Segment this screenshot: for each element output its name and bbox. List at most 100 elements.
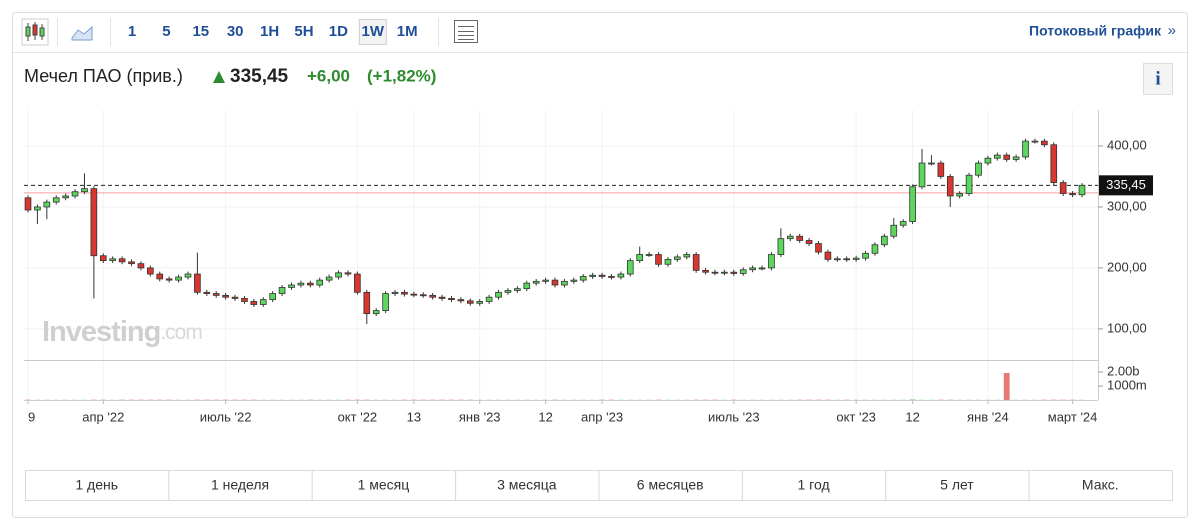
candle-body bbox=[664, 258, 672, 265]
range-label[interactable]: 5 лет bbox=[940, 477, 974, 493]
candle-body bbox=[1003, 154, 1011, 160]
y-tick-label: 100,00 bbox=[1107, 320, 1147, 335]
y-tick-label: 200,00 bbox=[1107, 259, 1147, 274]
range-label[interactable]: 1 неделя bbox=[211, 477, 269, 493]
stream-link[interactable]: Потоковый график bbox=[1029, 23, 1162, 39]
area-shape[interactable] bbox=[71, 25, 93, 41]
candle-body bbox=[43, 201, 51, 208]
x-tick-label: янв '24 bbox=[967, 409, 1009, 424]
candle-body bbox=[786, 235, 794, 240]
candle-body bbox=[184, 273, 192, 278]
x-tick-label: 13 bbox=[407, 409, 421, 424]
range-button[interactable] bbox=[1028, 470, 1173, 501]
candle-body bbox=[307, 282, 314, 286]
range-button[interactable] bbox=[598, 470, 743, 501]
candle-body bbox=[909, 186, 916, 222]
candle-body bbox=[90, 188, 98, 257]
candle-body bbox=[579, 276, 587, 281]
candle-body bbox=[918, 162, 926, 188]
range-label[interactable]: 6 месяцев bbox=[637, 477, 704, 493]
interval-button[interactable]: 1M bbox=[397, 23, 418, 40]
candle-body bbox=[335, 272, 342, 278]
candle-body bbox=[109, 258, 117, 262]
watermark: Investing.com bbox=[42, 316, 202, 348]
range-label[interactable]: 1 день bbox=[75, 477, 118, 493]
interval-button[interactable]: 1 bbox=[128, 23, 136, 40]
candle-body bbox=[419, 294, 427, 297]
candle-body bbox=[881, 235, 888, 246]
frame bbox=[12, 12, 1188, 518]
candle-body bbox=[965, 174, 973, 194]
icon-body bbox=[39, 27, 45, 37]
interval-button[interactable]: 5H bbox=[294, 23, 313, 40]
candle-body bbox=[1022, 140, 1029, 158]
candle-body bbox=[137, 263, 145, 269]
candle-body bbox=[683, 254, 691, 258]
x-tick-label: 12 bbox=[538, 409, 552, 424]
candle-body bbox=[523, 282, 531, 290]
candle-body bbox=[608, 276, 615, 278]
candle-body bbox=[212, 293, 220, 296]
candle-body bbox=[739, 269, 747, 274]
interval-button[interactable]: 1W bbox=[362, 23, 385, 40]
candle-body bbox=[156, 273, 164, 280]
interval-button[interactable]: 30 bbox=[227, 23, 244, 40]
candle-body bbox=[62, 195, 69, 199]
candle-body bbox=[777, 238, 785, 255]
candle-body bbox=[71, 191, 79, 197]
range-label[interactable]: 1 год bbox=[798, 477, 830, 493]
candle-body bbox=[871, 244, 879, 254]
candle-body bbox=[1050, 144, 1058, 183]
interval-selected[interactable] bbox=[358, 19, 387, 45]
candle-body bbox=[429, 294, 436, 298]
candle-body bbox=[1041, 140, 1048, 146]
x-tick-label: окт '22 bbox=[338, 409, 378, 424]
volume-bar bbox=[909, 399, 916, 400]
candle-body bbox=[975, 162, 982, 176]
range-label[interactable]: 1 месяц bbox=[358, 477, 410, 493]
range-label[interactable]: Макс. bbox=[1082, 477, 1119, 493]
volume-tick-label: 1000m bbox=[1107, 377, 1147, 392]
candle-body bbox=[241, 298, 248, 302]
candle-icon[interactable] bbox=[21, 18, 49, 46]
interval-button[interactable]: 15 bbox=[192, 23, 209, 40]
candle-body bbox=[532, 280, 540, 284]
candle-body bbox=[1012, 156, 1020, 160]
interval-button[interactable]: 5 bbox=[162, 23, 170, 40]
candle-body bbox=[118, 258, 126, 263]
candle-body bbox=[890, 224, 898, 237]
info-button[interactable] bbox=[1143, 63, 1173, 95]
info-label[interactable]: i bbox=[1155, 68, 1160, 89]
stream-arrow[interactable]: » bbox=[1168, 22, 1176, 39]
range-label[interactable]: 3 месяца bbox=[497, 477, 557, 493]
candle-body bbox=[768, 254, 775, 269]
candle-body bbox=[956, 193, 963, 197]
interval-button[interactable]: 1D bbox=[329, 23, 348, 40]
candle-body bbox=[194, 273, 201, 293]
last-price-label: 335,45 bbox=[1106, 177, 1146, 192]
candle-body bbox=[730, 271, 738, 274]
area-icon[interactable] bbox=[71, 25, 93, 41]
candle-body bbox=[928, 162, 935, 165]
candle-body bbox=[410, 293, 418, 296]
candle-body bbox=[316, 279, 324, 286]
range-button[interactable] bbox=[455, 470, 600, 501]
candle-body bbox=[52, 197, 60, 203]
candle-body bbox=[674, 256, 681, 260]
candle-body bbox=[1069, 193, 1076, 196]
interval-button[interactable]: 1H bbox=[260, 23, 279, 40]
range-button[interactable] bbox=[311, 470, 457, 501]
candle-body bbox=[589, 274, 596, 277]
table-icon[interactable] bbox=[454, 20, 478, 43]
x-tick-label: июль '23 bbox=[708, 409, 760, 424]
candle-body bbox=[165, 278, 173, 281]
change: +6,00 bbox=[307, 66, 350, 85]
range-button[interactable] bbox=[741, 470, 887, 501]
candle-body bbox=[626, 260, 634, 275]
range-button[interactable] bbox=[885, 470, 1030, 501]
watermark-domain: .com bbox=[160, 321, 202, 344]
candle-body bbox=[617, 273, 625, 278]
candle-body bbox=[834, 258, 841, 261]
table-icon-box[interactable] bbox=[454, 20, 478, 43]
